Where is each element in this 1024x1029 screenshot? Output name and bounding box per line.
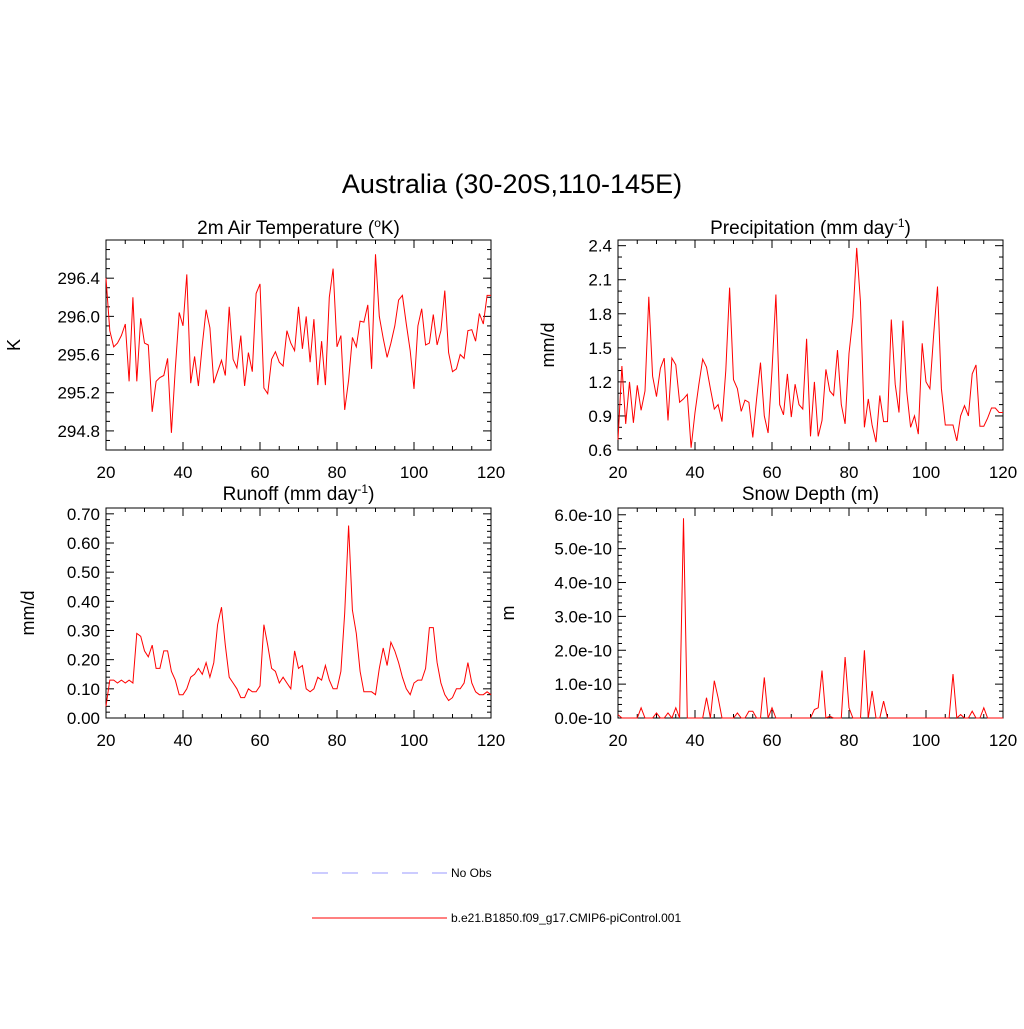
y-tick-label: 0.40 <box>67 592 100 611</box>
panel-title-text: Snow Depth (m) <box>742 484 879 505</box>
y-axis-label: K <box>4 339 24 351</box>
y-tick-label: 0.10 <box>67 680 100 699</box>
x-tick-label: 60 <box>763 731 782 750</box>
x-tick-label: 40 <box>174 731 193 750</box>
panel-title-text: 2m Air Temperature ( <box>197 218 375 239</box>
x-tick-label: 120 <box>989 731 1017 750</box>
y-tick-label: 0.30 <box>67 622 100 641</box>
x-tick-label: 100 <box>400 463 428 482</box>
series-line <box>105 254 491 433</box>
x-tick-label: 100 <box>912 731 940 750</box>
x-tick-label: 60 <box>251 463 270 482</box>
series-line <box>617 518 1003 720</box>
panel-title-end: K) <box>381 218 400 239</box>
y-tick-label: 2.1 <box>588 271 612 290</box>
x-tick-label: 80 <box>840 731 859 750</box>
y-axis-label: mm/d <box>18 591 38 636</box>
panel-title-superscript: -1 <box>357 482 368 496</box>
x-tick-label: 120 <box>477 731 505 750</box>
x-tick-label: 20 <box>609 463 628 482</box>
y-tick-label: 1.5 <box>588 339 612 358</box>
panel-title-text: Runoff (mm day <box>223 484 358 505</box>
y-tick-label: 4.0e-10 <box>554 574 612 593</box>
panel-title: Runoff (mm day-1) <box>223 482 375 505</box>
x-tick-label: 80 <box>328 731 347 750</box>
chart-panel-precipitation: Precipitation (mm day-1) mm/d 20 40 60 80 100 1… <box>538 216 1017 482</box>
y-tick-label: 1.2 <box>588 373 612 392</box>
series-line <box>617 247 1003 448</box>
y-tick-label: 0.6 <box>588 441 612 460</box>
y-tick-label: 0.20 <box>67 651 100 670</box>
panel-title-superscript: -1 <box>894 216 905 230</box>
legend: No Obs b.e21.B1850.f09_g17.CMIP6-piContr… <box>312 866 681 925</box>
y-tick-label: 0.0e-10 <box>554 709 612 728</box>
y-tick-label: 0.60 <box>67 534 100 553</box>
x-tick-label: 60 <box>763 463 782 482</box>
y-tick-label: 3.0e-10 <box>554 607 612 626</box>
y-tick-label: 295.2 <box>57 384 100 403</box>
chart-panels: 2m Air Temperature (oK) K 20 40 60 80 100 120 29… <box>4 216 1017 750</box>
x-tick-label: 40 <box>686 731 705 750</box>
y-axis-label: m <box>498 606 518 621</box>
page-title: Australia (30-20S,110-145E) <box>342 169 682 199</box>
x-tick-label: 40 <box>174 463 193 482</box>
y-tick-label: 1.0e-10 <box>554 675 612 694</box>
panel-title-text: Precipitation (mm day <box>710 218 894 239</box>
x-tick-label: 120 <box>477 463 505 482</box>
y-tick-label: 0.50 <box>67 563 100 582</box>
panel-title: 2m Air Temperature (oK) <box>197 216 400 239</box>
series-line <box>105 525 492 707</box>
chart-panel-temperature: 2m Air Temperature (oK) K 20 40 60 80 100 120 29… <box>4 216 505 482</box>
y-tick-label: 0.9 <box>588 407 612 426</box>
panel-title-superscript: o <box>374 216 381 230</box>
y-tick-label: 0.00 <box>67 709 100 728</box>
chart-panel-runoff: Runoff (mm day-1) mm/d 20 40 60 80 100 120 0.00 0… <box>18 482 505 750</box>
panel-title-end: ) <box>905 218 911 239</box>
chart-panel-snow: Snow Depth (m) m 20 40 60 80 100 120 0.0e-10 1.0e… <box>498 484 1017 750</box>
x-tick-label: 100 <box>400 731 428 750</box>
y-tick-label: 296.4 <box>57 269 100 288</box>
x-tick-label: 100 <box>912 463 940 482</box>
x-tick-label: 40 <box>686 463 705 482</box>
y-axis-label: mm/d <box>538 323 558 368</box>
y-tick-label: 2.0e-10 <box>554 641 612 660</box>
y-tick-label: 5.0e-10 <box>554 540 612 559</box>
legend-model-label: b.e21.B1850.f09_g17.CMIP6-piControl.001 <box>451 911 681 925</box>
y-tick-label: 294.8 <box>57 422 100 441</box>
panel-title: Precipitation (mm day-1) <box>710 216 911 239</box>
x-tick-label: 20 <box>97 731 116 750</box>
panel-title-end: ) <box>368 484 374 505</box>
y-tick-label: 0.70 <box>67 505 100 524</box>
x-tick-label: 120 <box>989 463 1017 482</box>
x-tick-label: 20 <box>97 463 116 482</box>
x-tick-label: 80 <box>328 463 347 482</box>
x-tick-label: 80 <box>840 463 859 482</box>
y-tick-label: 1.8 <box>588 305 612 324</box>
y-tick-label: 295.6 <box>57 346 100 365</box>
legend-obs-label: No Obs <box>451 866 492 880</box>
y-tick-label: 6.0e-10 <box>554 506 612 525</box>
y-tick-label: 2.4 <box>588 237 612 256</box>
y-tick-label: 296.0 <box>57 307 100 326</box>
x-tick-label: 20 <box>609 731 628 750</box>
panel-title: Snow Depth (m) <box>742 484 879 505</box>
x-tick-label: 60 <box>251 731 270 750</box>
